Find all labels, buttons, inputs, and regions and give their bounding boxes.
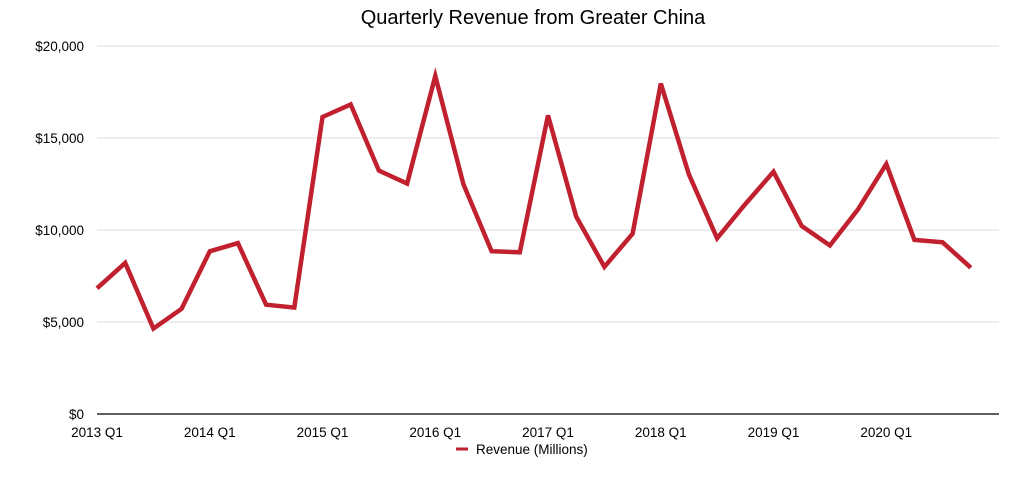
x-tick-label: 2016 Q1	[409, 425, 461, 440]
y-tick-label: $10,000	[35, 223, 84, 238]
legend-label: Revenue (Millions)	[476, 442, 588, 457]
x-tick-label: 2018 Q1	[635, 425, 687, 440]
x-tick-label: 2019 Q1	[748, 425, 800, 440]
series-lines	[95, 67, 973, 333]
y-tick-label: $20,000	[35, 39, 84, 54]
y-tick-label: $5,000	[43, 315, 84, 330]
x-tick-label: 2015 Q1	[297, 425, 349, 440]
legend: Revenue (Millions)	[456, 442, 588, 457]
y-axis-ticks: $0 $5,000 $10,000 $15,000 $20,000	[35, 39, 84, 422]
x-tick-label: 2017 Q1	[522, 425, 574, 440]
y-tick-label: $0	[69, 407, 84, 422]
series-line-revenue	[95, 67, 973, 333]
x-tick-label: 2014 Q1	[184, 425, 236, 440]
gridlines	[97, 45, 999, 323]
chart-title: Quarterly Revenue from Greater China	[361, 7, 706, 29]
y-tick-label: $15,000	[35, 131, 84, 146]
x-axis-ticks: 2013 Q1 2014 Q1 2015 Q1 2016 Q1 2017 Q1 2018 …	[71, 425, 912, 440]
x-tick-label: 2020 Q1	[860, 425, 912, 440]
x-tick-label: 2013 Q1	[71, 425, 123, 440]
